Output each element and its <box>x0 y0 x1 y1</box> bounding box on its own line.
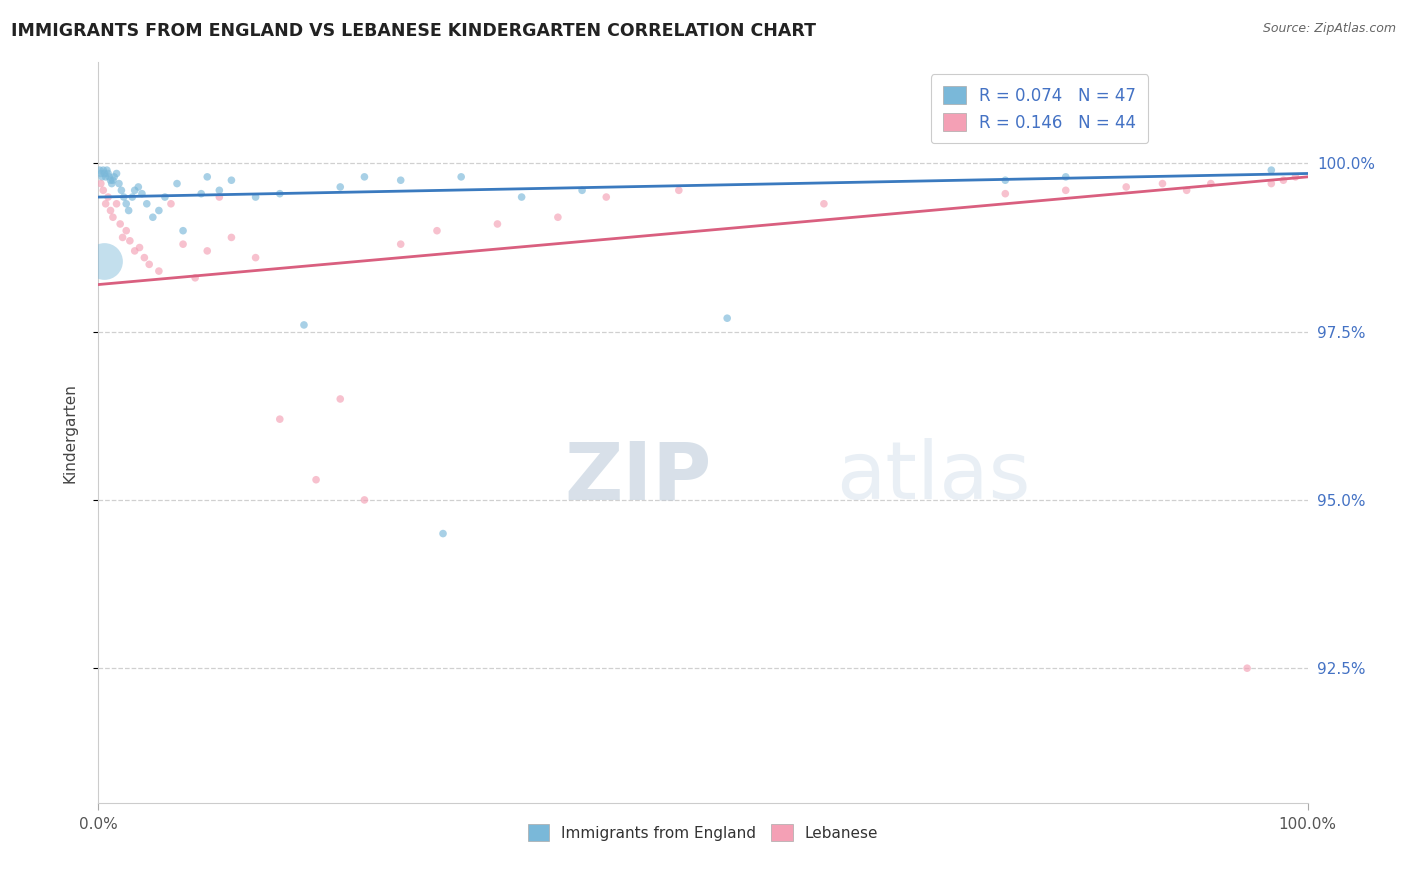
Point <box>131 186 153 201</box>
Point <box>1115 180 1137 194</box>
Point <box>269 412 291 426</box>
Point <box>510 190 533 204</box>
Point <box>172 224 194 238</box>
Point <box>103 169 125 184</box>
Point <box>93 254 115 268</box>
Legend: Immigrants from England, Lebanese: Immigrants from England, Lebanese <box>522 818 884 847</box>
Point <box>115 224 138 238</box>
Point <box>486 217 509 231</box>
Point <box>329 180 352 194</box>
Point <box>450 169 472 184</box>
Point <box>100 177 122 191</box>
Point <box>1152 177 1174 191</box>
Point <box>432 526 454 541</box>
Point <box>547 211 569 225</box>
Point <box>160 196 183 211</box>
Point <box>124 183 146 197</box>
Text: atlas: atlas <box>837 438 1031 516</box>
Point <box>118 234 141 248</box>
Text: ZIP: ZIP <box>564 438 711 516</box>
Point <box>105 196 128 211</box>
Point <box>245 251 267 265</box>
Point <box>329 392 352 406</box>
Point <box>100 173 122 187</box>
Point <box>90 167 112 181</box>
Point <box>389 173 412 187</box>
Point <box>111 230 134 244</box>
Point <box>94 196 117 211</box>
Point <box>91 163 114 178</box>
Point <box>166 177 188 191</box>
Point <box>91 169 114 184</box>
Point <box>108 177 131 191</box>
Point <box>134 251 156 265</box>
Point <box>595 190 617 204</box>
Point <box>101 173 124 187</box>
Point <box>1054 169 1077 184</box>
Point <box>1054 183 1077 197</box>
Point <box>353 169 375 184</box>
Point <box>184 270 207 285</box>
Point <box>127 180 149 194</box>
Point <box>135 196 157 211</box>
Point <box>112 190 135 204</box>
Point <box>353 492 375 507</box>
Point <box>105 167 128 181</box>
Point <box>148 203 170 218</box>
Point <box>994 186 1017 201</box>
Point <box>389 237 412 252</box>
Point <box>1284 169 1306 184</box>
Point <box>128 240 150 254</box>
Point <box>91 183 114 197</box>
Point <box>1260 177 1282 191</box>
Y-axis label: Kindergarten: Kindergarten <box>63 383 77 483</box>
Point <box>89 163 111 178</box>
Point <box>172 237 194 252</box>
Point <box>813 196 835 211</box>
Point <box>245 190 267 204</box>
Point <box>90 177 112 191</box>
Point <box>94 169 117 184</box>
Point <box>1272 173 1295 187</box>
Point <box>716 311 738 326</box>
Point <box>115 196 138 211</box>
Point <box>221 173 243 187</box>
Point <box>571 183 593 197</box>
Point <box>195 169 218 184</box>
Point <box>97 190 120 204</box>
Point <box>269 186 291 201</box>
Point <box>426 224 449 238</box>
Point <box>101 211 124 225</box>
Point <box>138 257 160 271</box>
Point <box>124 244 146 258</box>
Text: IMMIGRANTS FROM ENGLAND VS LEBANESE KINDERGARTEN CORRELATION CHART: IMMIGRANTS FROM ENGLAND VS LEBANESE KIND… <box>11 22 817 40</box>
Point <box>221 230 243 244</box>
Point <box>1175 183 1198 197</box>
Point <box>100 203 122 218</box>
Point <box>110 183 132 197</box>
Point <box>1260 163 1282 178</box>
Point <box>994 173 1017 187</box>
Point <box>190 186 212 201</box>
Point <box>93 167 115 181</box>
Point <box>668 183 690 197</box>
Point <box>153 190 176 204</box>
Point <box>96 163 118 178</box>
Point <box>98 169 121 184</box>
Point <box>1199 177 1222 191</box>
Text: Source: ZipAtlas.com: Source: ZipAtlas.com <box>1263 22 1396 36</box>
Point <box>118 203 141 218</box>
Point <box>305 473 328 487</box>
Point <box>121 190 143 204</box>
Point <box>142 211 165 225</box>
Point <box>208 183 231 197</box>
Point <box>148 264 170 278</box>
Point <box>108 217 131 231</box>
Point <box>292 318 315 332</box>
Point <box>208 190 231 204</box>
Point <box>1236 661 1258 675</box>
Point <box>195 244 218 258</box>
Point <box>97 167 120 181</box>
